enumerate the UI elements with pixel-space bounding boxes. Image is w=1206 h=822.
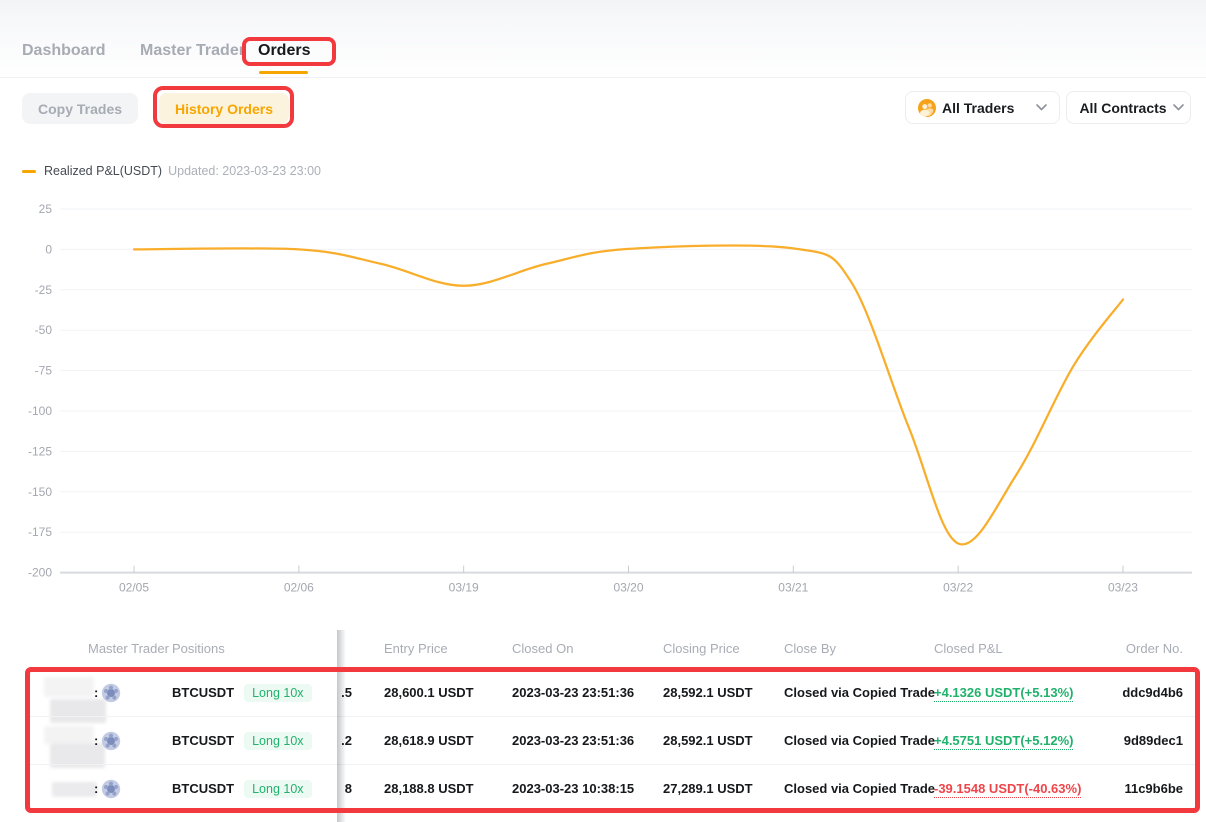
close-by: Closed via Copied Trade [784, 685, 935, 700]
history-orders-table: Master Trader Positions Entry Price Clos… [30, 630, 1198, 812]
realized-pnl-chart: 25 0 -25 -50 -75 -100 -125 -150 -175 -200 02/05 02/… [28, 202, 1192, 595]
redacted-trader-name [50, 743, 105, 768]
all-contracts-label: All Contracts [1079, 99, 1167, 116]
order-no: 9d89dec1 [1123, 733, 1183, 748]
side-leverage-badge: Long 10x [244, 683, 312, 703]
closed-pnl-value[interactable]: +4.5751 USDT(+5.12%) [934, 733, 1074, 750]
legend-updated-time: Updated: 2023-03-23 23:00 [168, 164, 321, 178]
col-closing-price: Closing Price [663, 641, 740, 656]
entry-price: 28,600.1 USDT [384, 685, 474, 700]
legend-line-swatch [22, 169, 36, 173]
redacted-qty-fragment: .2 [341, 733, 352, 748]
redacted-qty-fragment: .5 [341, 685, 352, 700]
trader-avatar[interactable] [101, 683, 121, 703]
svg-text:03/19: 03/19 [449, 581, 479, 595]
redaction-fragment: : [94, 733, 99, 748]
closing-price: 28,592.1 USDT [663, 685, 753, 700]
table-row[interactable]: : BTCUSDT Long 10x .5 28,600.1 USDT 2023… [30, 668, 1198, 723]
closed-pnl: +4.1326 USDT(+5.13%) [934, 669, 1074, 717]
redacted-trader-name [50, 699, 106, 723]
svg-text:02/06: 02/06 [284, 581, 314, 595]
redacted-trader-name [44, 677, 94, 697]
table-row[interactable]: : BTCUSDT Long 10x .2 28,618.9 USDT 2023… [30, 716, 1198, 768]
symbol: BTCUSDT [172, 733, 235, 748]
order-no: ddc9d4b6 [1122, 685, 1183, 700]
redaction-fragment: : [94, 781, 99, 796]
entry-price: 28,618.9 USDT [384, 733, 474, 748]
active-tab-underline [259, 71, 308, 74]
closed-pnl: +4.5751 USDT(+5.12%) [934, 717, 1074, 765]
closed-on: 2023-03-23 23:51:36 [512, 685, 635, 700]
symbol: BTCUSDT [172, 781, 235, 796]
svg-text:25: 25 [39, 202, 53, 216]
redaction-fragment: : [94, 685, 99, 700]
col-close-by: Close By [784, 641, 837, 656]
subtab-history-orders[interactable]: History Orders [159, 93, 289, 124]
svg-text:-125: -125 [28, 444, 52, 458]
chevron-down-icon [1036, 104, 1047, 111]
subtab-copy-trades[interactable]: Copy Trades [22, 93, 138, 124]
trader-avatar[interactable] [101, 731, 121, 751]
close-by: Closed via Copied Trade [784, 781, 935, 796]
side-leverage-badge: Long 10x [244, 779, 312, 799]
subtab-history-orders-label: History Orders [174, 100, 274, 117]
svg-text:-75: -75 [35, 364, 53, 378]
col-master-trader: Master Trader [88, 641, 169, 656]
svg-text:03/23: 03/23 [1108, 581, 1138, 595]
all-traders-label: All Traders [942, 99, 1015, 116]
closed-on: 2023-03-23 10:38:15 [512, 781, 635, 796]
entry-price: 28,188.8 USDT [384, 781, 474, 796]
chevron-down-icon [1172, 104, 1184, 111]
redacted-qty-fragment: 8 [344, 781, 352, 796]
chart-legend: Realized P&L(USDT) Updated: 2023-03-23 2… [22, 164, 321, 178]
col-closed-pnl: Closed P&L [934, 641, 1003, 656]
redacted-trader-name [52, 782, 97, 797]
closed-pnl-value[interactable]: -39.1548 USDT(-40.63%) [934, 781, 1082, 798]
traders-icon [918, 98, 936, 117]
all-contracts-dropdown[interactable]: All Contracts [1066, 91, 1191, 124]
svg-text:-50: -50 [35, 323, 53, 337]
svg-text:03/20: 03/20 [613, 581, 643, 595]
trader-avatar[interactable] [101, 779, 121, 799]
frozen-column-shadow [337, 630, 346, 822]
order-no: 11c9b6be [1124, 781, 1183, 796]
position-cell: BTCUSDT Long 10x [172, 717, 312, 765]
svg-text:03/21: 03/21 [778, 581, 808, 595]
tabbar-divider [0, 77, 1206, 78]
svg-text:03/22: 03/22 [943, 581, 973, 595]
position-cell: BTCUSDT Long 10x [172, 765, 312, 813]
closed-pnl: -39.1548 USDT(-40.63%) [934, 765, 1082, 813]
position-cell: BTCUSDT Long 10x [172, 669, 312, 717]
svg-text:-200: -200 [28, 566, 52, 580]
tab-master-trader[interactable]: Master Trader [140, 42, 245, 59]
table-header-row: Master Trader Positions Entry Price Clos… [30, 630, 1198, 668]
closed-on: 2023-03-23 23:51:36 [512, 733, 635, 748]
col-closed-on: Closed On [512, 641, 574, 656]
redacted-trader-name [44, 726, 94, 744]
legend-series-name: Realized P&L(USDT) [44, 164, 163, 178]
side-leverage-badge: Long 10x [244, 731, 312, 751]
closing-price: 27,289.1 USDT [663, 781, 753, 796]
closing-price: 28,592.1 USDT [663, 733, 753, 748]
svg-text:0: 0 [45, 242, 52, 256]
svg-text:02/05: 02/05 [119, 581, 149, 595]
all-traders-dropdown[interactable]: All Traders [905, 91, 1060, 124]
tab-orders[interactable]: Orders [258, 42, 311, 59]
svg-text:-25: -25 [35, 283, 53, 297]
closed-pnl-value[interactable]: +4.1326 USDT(+5.13%) [934, 685, 1074, 702]
col-positions: Positions [172, 641, 225, 656]
subtab-copy-trades-label: Copy Trades [37, 100, 123, 117]
col-order-no: Order No. [1125, 641, 1183, 656]
table-row[interactable]: : BTCUSDT Long 10x 8 28,188.8 USDT 2023-… [30, 764, 1198, 812]
svg-text:-150: -150 [28, 485, 52, 499]
tab-dashboard[interactable]: Dashboard [22, 42, 106, 59]
svg-text:-100: -100 [28, 404, 52, 418]
close-by: Closed via Copied Trade [784, 733, 935, 748]
col-entry-price: Entry Price [384, 641, 448, 656]
top-gradient-band [0, 0, 1206, 80]
svg-text:-175: -175 [28, 525, 52, 539]
symbol: BTCUSDT [172, 685, 235, 700]
